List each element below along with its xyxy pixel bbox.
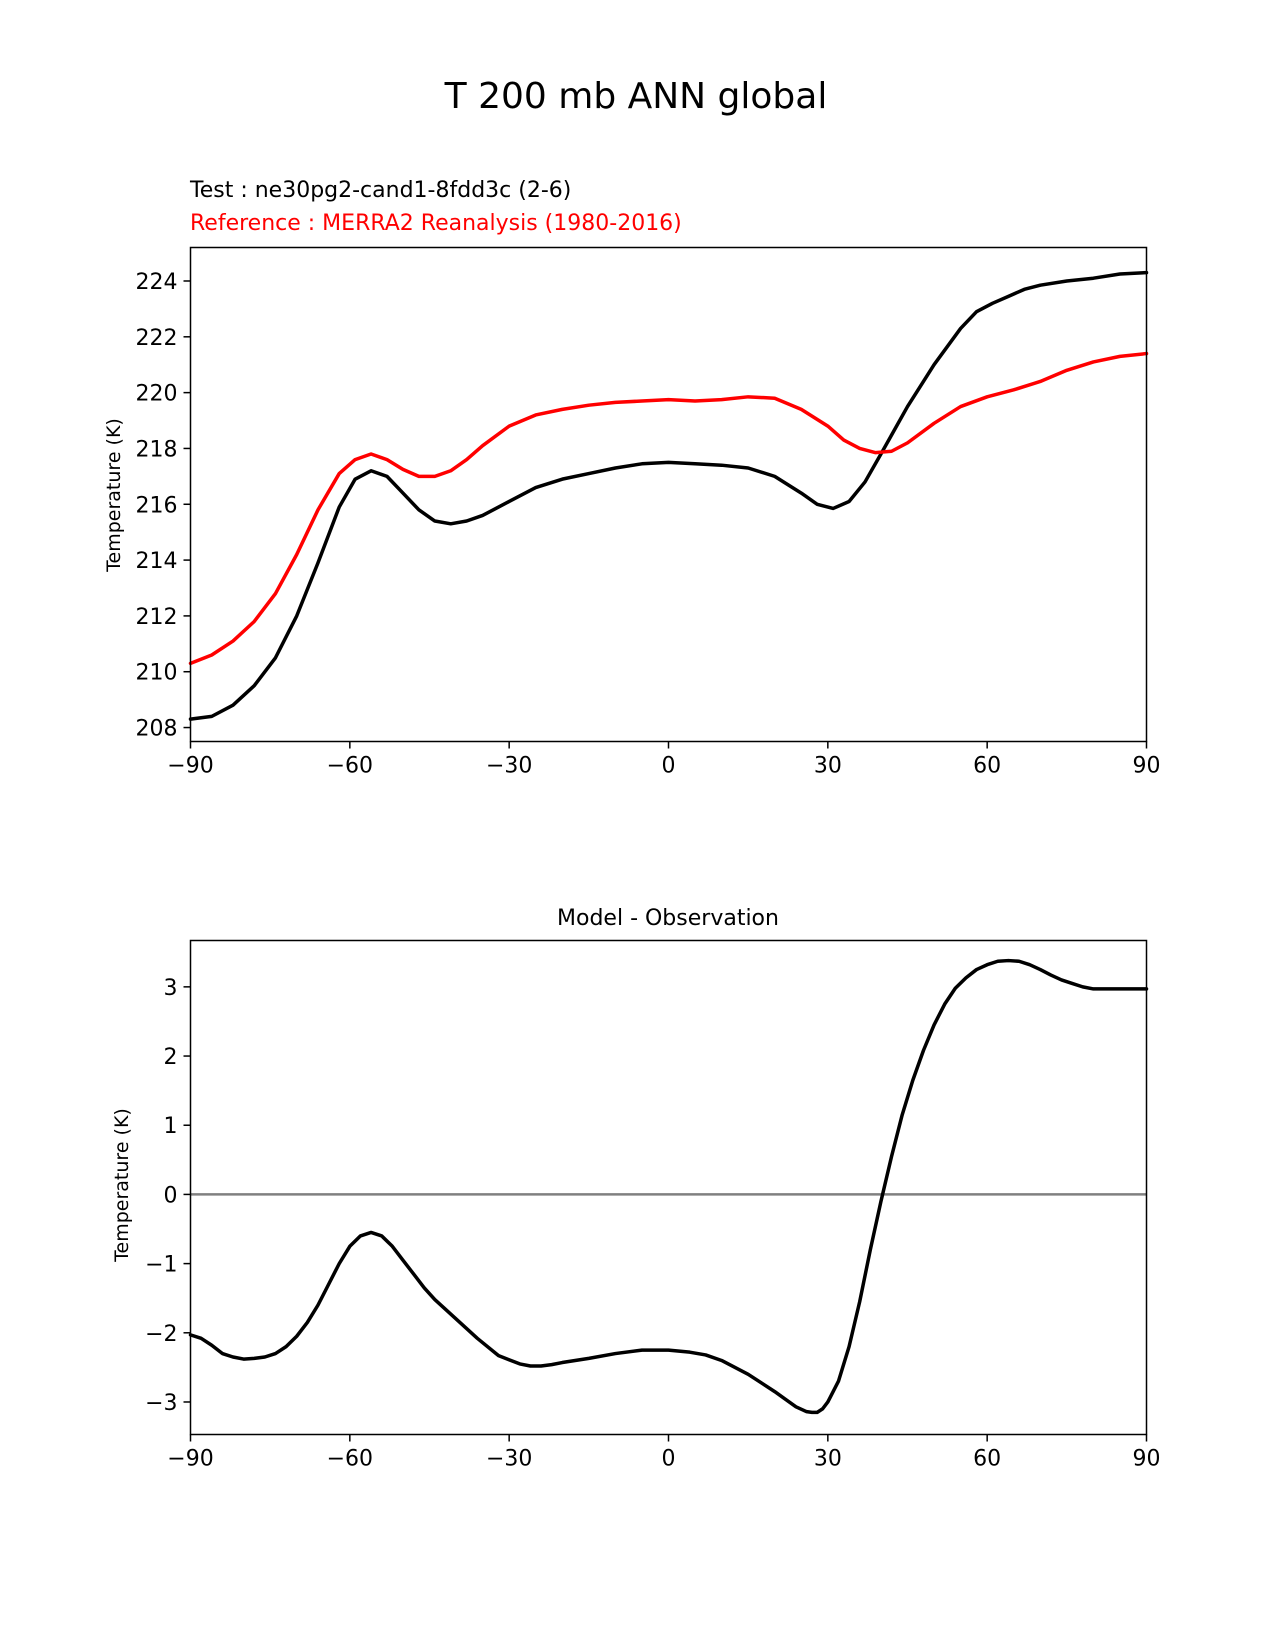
bottom-panel-xtick-label: −30 xyxy=(486,1447,532,1472)
figure-suptitle: T 200 mb ANN global xyxy=(444,76,828,117)
top-panel-ylabel: Temperature (K) xyxy=(103,418,125,573)
bottom-panel-xtick-label: 30 xyxy=(814,1447,842,1472)
top-panel-series xyxy=(188,270,1149,721)
top-panel-ytick-label: 212 xyxy=(136,605,178,630)
top-panel-reference-label: Reference : MERRA2 Reanalysis (1980-2016… xyxy=(190,211,682,236)
top-panel-ticks: −90 −60 −30 0 30 60 90 208 210 212 214 216 218 220 222… xyxy=(136,270,1161,779)
bottom-panel-ytick-label: 1 xyxy=(164,1114,178,1139)
top-panel-xtick-label: 90 xyxy=(1133,754,1161,779)
top-panel-ytick-label: 224 xyxy=(136,270,178,295)
bottom-panel-xtick-label: 90 xyxy=(1133,1447,1161,1472)
top-panel-series-reference-line xyxy=(188,351,1149,666)
top-panel: Test : ne30pg2-cand1-8fdd3c (2-6) Refere… xyxy=(103,178,1161,779)
top-panel-test-label: Test : ne30pg2-cand1-8fdd3c (2-6) xyxy=(189,178,571,203)
top-panel-frame xyxy=(189,246,1148,743)
bottom-panel-xtick-label: −60 xyxy=(327,1447,373,1472)
bottom-panel-series xyxy=(188,958,1149,1415)
bottom-panel-xtick-label: 60 xyxy=(973,1447,1001,1472)
bottom-panel-ytick-label: −2 xyxy=(145,1322,177,1347)
bottom-panel-series-difference-line xyxy=(188,958,1149,1415)
top-panel-ytick-label: 216 xyxy=(136,493,178,518)
bottom-panel: Model - Observation Temperature (K) −90−… xyxy=(111,906,1161,1472)
top-panel-ytick-label: 214 xyxy=(136,549,178,574)
top-panel-ytick-label: 222 xyxy=(136,326,178,351)
top-panel-ytick-label: 210 xyxy=(136,661,178,686)
bottom-panel-ytick-label: −1 xyxy=(145,1253,177,1278)
top-panel-xtick-label: −90 xyxy=(167,754,213,779)
top-panel-xtick-label: −30 xyxy=(486,754,532,779)
bottom-panel-ytick-label: 2 xyxy=(164,1045,178,1070)
top-panel-xtick-label: −60 xyxy=(327,754,373,779)
top-panel-xtick-label: 60 xyxy=(973,754,1001,779)
top-panel-ytick-label: 218 xyxy=(136,437,178,462)
bottom-panel-ytick-label: 3 xyxy=(164,976,178,1001)
bottom-panel-ytick-label: −3 xyxy=(145,1391,177,1416)
bottom-panel-ytick-label: 0 xyxy=(164,1183,178,1208)
top-panel-ytick-label: 208 xyxy=(136,717,178,742)
top-panel-xtick-label: 30 xyxy=(814,754,842,779)
top-panel-ytick-label: 220 xyxy=(136,382,178,407)
bottom-panel-xtick-label: −90 xyxy=(167,1447,213,1472)
bottom-panel-ylabel: Temperature (K) xyxy=(111,1108,133,1263)
top-panel-series-test-line xyxy=(188,270,1149,721)
top-panel-xtick-label: 0 xyxy=(662,754,676,779)
bottom-panel-xtick-label: 0 xyxy=(662,1447,676,1472)
bottom-panel-ticks: −90 −60 −30 0 30 60 90 −3 −2 −1 0 1 2 3 xyxy=(145,976,1160,1472)
bottom-panel-title: Model - Observation xyxy=(557,906,779,931)
bottom-panel-frame xyxy=(189,939,1148,1436)
